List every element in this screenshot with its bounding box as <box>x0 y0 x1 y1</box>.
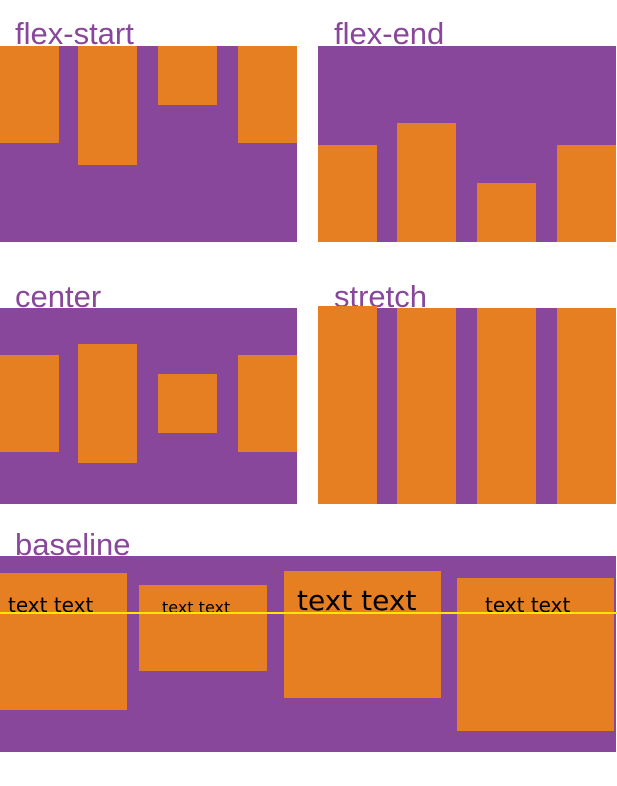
flex-item: text text <box>0 573 127 710</box>
center-container <box>0 308 297 504</box>
flex-item <box>158 374 217 433</box>
label-center: center <box>15 279 102 314</box>
flex-item <box>557 145 616 242</box>
flex-item <box>318 145 377 242</box>
baseline-container: text text text text text text text text <box>0 556 616 752</box>
item-text: text text <box>297 584 417 617</box>
item-text: text text <box>162 598 231 617</box>
item-text: text text <box>485 593 571 617</box>
flex-item <box>397 123 456 242</box>
flex-end-container <box>318 46 616 242</box>
flex-item <box>397 308 456 504</box>
flex-item: text text <box>284 571 441 698</box>
label-flex-end: flex-end <box>334 16 445 51</box>
flex-item <box>238 355 297 452</box>
flex-item: text text <box>457 578 614 731</box>
flex-item <box>0 355 59 452</box>
flex-item <box>557 308 616 504</box>
baseline-guide-line <box>0 612 617 614</box>
flex-item <box>477 183 536 242</box>
flex-item <box>158 46 217 105</box>
label-baseline: baseline <box>15 527 131 562</box>
flex-item <box>78 344 137 463</box>
flex-item <box>477 308 536 504</box>
item-text: text text <box>8 593 94 617</box>
flex-item <box>78 46 137 165</box>
flex-item <box>238 46 297 143</box>
flex-start-container <box>0 46 297 242</box>
label-flex-start: flex-start <box>15 16 134 51</box>
flex-item: text text <box>139 585 267 671</box>
stretch-container <box>318 306 616 504</box>
flex-item <box>0 46 59 143</box>
flex-item <box>318 306 377 504</box>
